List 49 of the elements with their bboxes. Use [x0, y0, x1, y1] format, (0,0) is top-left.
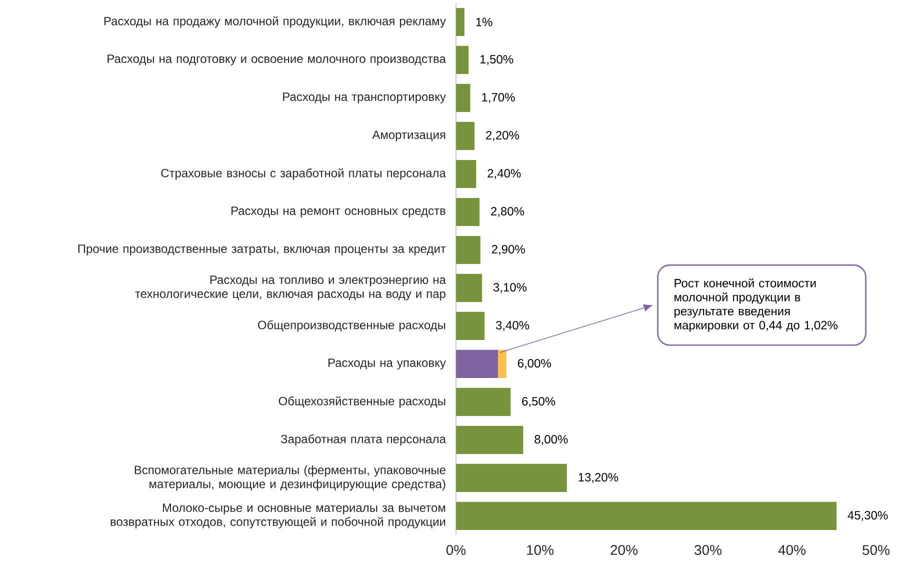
y-tick-label: Расходы на ремонт основных средств [232, 206, 446, 218]
bar [456, 8, 464, 36]
bar [456, 388, 511, 416]
x-tick-label: 20% [610, 545, 638, 555]
y-tick-label: Страховые взносы с заработной платы персонала [161, 168, 446, 180]
x-tick-label: 40% [778, 545, 806, 555]
total-label: 6,50% [522, 397, 556, 407]
y-tick-label: Расходы на подготовку и освоение молочного производства [108, 54, 446, 66]
bar [456, 312, 485, 340]
bar [456, 198, 480, 226]
total-label: 45,30% [848, 511, 888, 521]
x-tick-label: 30% [694, 545, 722, 555]
y-tick-label: Общехозяйственные расходы [278, 396, 446, 408]
annotation: Рост конечной стоимости молочной продукции в результате введения маркировки от 0,44 до 1,02% [674, 278, 838, 332]
y-tick-label: Расходы на упаковку [328, 358, 446, 370]
total-label: 1,70% [482, 93, 515, 103]
y-tick-label: Расходы на транспортировку [283, 92, 446, 104]
total-label: 2,40% [488, 169, 521, 179]
y-tick-label: Расходы на топливо и электроэнергию на технологические цели, включая расходы на воду и пар [135, 276, 446, 300]
total-label: 6,00% [518, 359, 551, 369]
total-label: 2,80% [491, 207, 524, 217]
total-label: 1% [476, 18, 492, 26]
total-label: 8,00% [534, 435, 568, 445]
total-label: 1,50% [480, 55, 514, 65]
total-label: 3,10% [493, 283, 527, 293]
bar [456, 274, 482, 302]
y-tick-label: Расходы на продажу молочной продукции, включая рекламу [104, 16, 446, 28]
x-tick-label: 0% [446, 545, 466, 555]
bar [456, 236, 480, 264]
bar [456, 426, 524, 454]
y-tick-label: Заработная плата персонала [280, 434, 446, 446]
total-label: 3,40% [496, 321, 530, 331]
x-tick-label: 10% [527, 545, 554, 555]
y-tick-label: Молоко-сырье и основные материалы за вычетом возвратных отходов, сопутствующей и побочной продукции [110, 504, 446, 528]
bar [456, 160, 476, 188]
y-tick-label: Общепроизводственные расходы [258, 320, 446, 332]
y-tick-label: Амортизация [372, 130, 446, 142]
y-tick-label: Вспомогательные материалы (ферменты, упаковочные материалы, моющие и дезинфицирующие средства) [134, 465, 446, 491]
total-label: 2,20% [486, 131, 520, 141]
x-tick-label: 50% [862, 545, 890, 555]
bar [498, 350, 506, 378]
bar [456, 84, 470, 112]
bar [456, 46, 469, 74]
total-label: 2,90% [492, 245, 525, 255]
bar [456, 464, 567, 492]
total-label: 13,20% [578, 473, 618, 483]
bar [456, 122, 474, 150]
bar [456, 502, 837, 530]
y-tick-label: Прочие производственные затраты, включая проценты за кредит [78, 244, 446, 256]
